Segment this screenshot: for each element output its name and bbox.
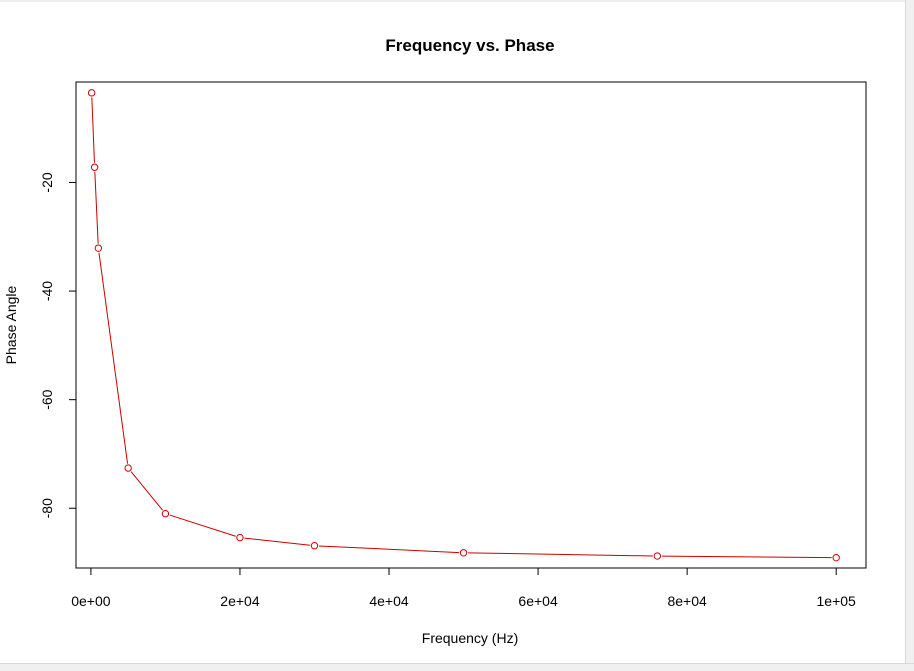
x-tick-label: 2e+04 (220, 593, 260, 609)
series-line-segment (94, 171, 99, 244)
data-point (124, 464, 132, 472)
chart-title: Frequency vs. Phase (385, 36, 554, 55)
series-line-segment (169, 514, 236, 537)
x-axis-ticks: 0e+00 2e+04 4e+04 6e+04 8e+04 1e+05 (71, 568, 856, 609)
series-layer (87, 89, 840, 562)
data-point (94, 244, 103, 252)
data-point (236, 533, 244, 542)
viewer-top-border (0, 0, 914, 2)
series-line-segment (98, 252, 129, 464)
x-tick-label: 0e+00 (71, 593, 111, 609)
series-line-segment (130, 471, 163, 511)
data-point (310, 542, 319, 550)
y-tick-label: -20 (39, 172, 55, 192)
y-axis-label: Phase Angle (3, 285, 19, 364)
series-line-segment (468, 552, 653, 557)
series-line-segment (318, 545, 460, 554)
plot-area-box (75, 81, 867, 569)
x-tick-label: 4e+04 (369, 593, 409, 609)
x-tick-label: 6e+04 (518, 593, 558, 609)
data-point (459, 549, 468, 557)
x-tick-label: 1e+05 (817, 593, 857, 609)
data-point (161, 509, 170, 518)
y-tick-label: -60 (39, 389, 55, 409)
data-point (832, 553, 840, 562)
y-axis-ticks: -20 -40 -60 -80 (39, 172, 76, 518)
frequency-phase-chart: Frequency vs. Phase Frequency (Hz) Phase… (3, 36, 867, 646)
viewer-bottom-border (0, 663, 914, 671)
y-tick-label: -80 (39, 498, 55, 518)
x-axis-label: Frequency (Hz) (422, 630, 518, 646)
data-point (90, 163, 99, 171)
viewer-right-border (905, 0, 914, 671)
data-point (87, 89, 96, 97)
series-line-segment (661, 555, 832, 559)
series-line-segment (91, 97, 95, 163)
x-tick-label: 8e+04 (667, 593, 707, 609)
series-line-segment (244, 537, 311, 546)
data-point (653, 552, 662, 560)
y-tick-label: -40 (39, 281, 55, 301)
